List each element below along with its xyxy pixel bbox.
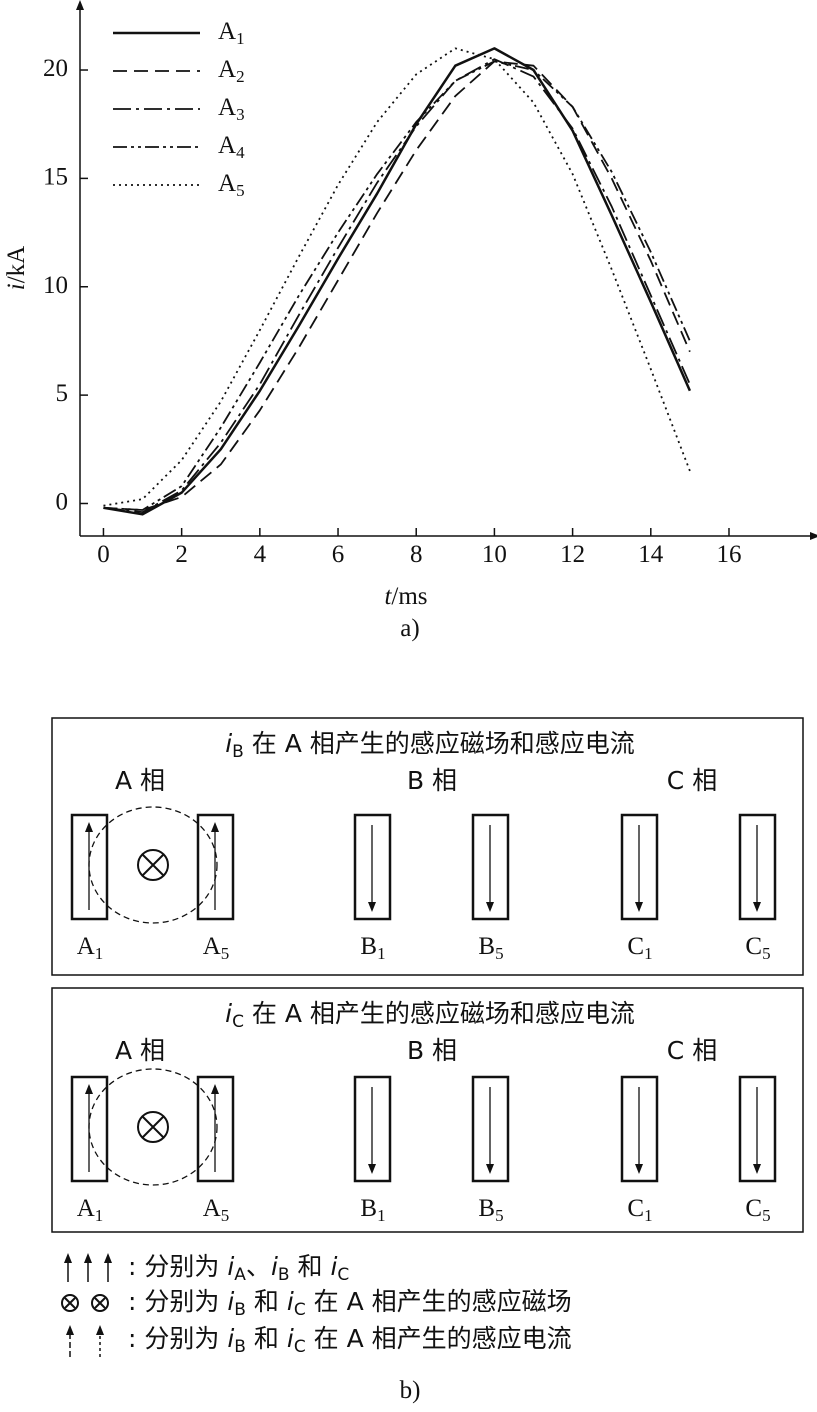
x-tick-label: 0 <box>97 541 110 568</box>
coil-label: A1 <box>77 1195 104 1225</box>
panel <box>51 717 804 976</box>
x-tick-label: 4 <box>254 541 267 568</box>
legend-field-cross <box>94 1297 106 1309</box>
x-tick-label: 2 <box>175 541 188 568</box>
coil <box>620 813 659 921</box>
coil-label: C1 <box>627 933 652 963</box>
phase-label: C 相 <box>667 1036 717 1065</box>
coil <box>738 813 777 921</box>
legend-field <box>91 1294 109 1312</box>
x-tick-label: 10 <box>482 541 507 568</box>
x-tick-label: 16 <box>716 541 741 568</box>
y-tick-label: 10 <box>43 271 68 298</box>
phase-label: A 相 <box>115 1036 165 1065</box>
coil-label: C1 <box>627 1195 652 1225</box>
coil <box>353 1075 392 1183</box>
legend-field <box>61 1294 79 1312</box>
coil <box>70 813 109 921</box>
coil <box>70 1075 109 1183</box>
field-symbol-cross <box>142 854 164 876</box>
coil-label: A1 <box>77 933 104 963</box>
coil-label: B1 <box>360 1195 385 1225</box>
field-loop <box>88 1068 218 1186</box>
chart: 0 2 4 6 8 10 12 14 16 0 5 10 15 20 t/ms i/kA a) A1 A2 A3 A4 A… <box>3 0 817 642</box>
field-loop <box>88 806 218 924</box>
phase-label: B 相 <box>407 766 457 795</box>
panel-title: iC 在 A 相产生的感应磁场和感应电流 <box>225 999 635 1032</box>
y-tick-label: 0 <box>56 488 69 515</box>
legend-label: A4 <box>218 132 245 162</box>
coil <box>353 813 392 921</box>
coil-label: C5 <box>745 1195 770 1225</box>
y-tick-label: 20 <box>43 55 68 82</box>
series-line <box>103 60 691 511</box>
x-tick-label: 6 <box>332 541 345 568</box>
field-symbol <box>137 1111 169 1143</box>
coil <box>471 1075 510 1183</box>
y-tick-label: 15 <box>43 163 68 190</box>
legend-field-cross <box>64 1297 76 1309</box>
coil-label: B1 <box>360 933 385 963</box>
panel <box>51 987 804 1233</box>
legend-text: : 分别为 iB 和 iC 在 A 相产生的感应磁场 <box>128 1287 572 1320</box>
caption: a) <box>400 615 419 642</box>
x-axis-label: t/ms <box>384 583 427 610</box>
coil-label: A5 <box>203 1195 230 1225</box>
phase-label: C 相 <box>667 766 717 795</box>
phase-label: B 相 <box>407 1036 457 1065</box>
x-tick-label: 14 <box>638 541 664 568</box>
coil-label: C5 <box>745 933 770 963</box>
coil <box>196 1075 235 1183</box>
legend-text: : 分别为 iA、iB 和 iC <box>128 1252 349 1285</box>
coil <box>471 813 510 921</box>
coil <box>196 813 235 921</box>
coil-label: B5 <box>478 1195 503 1225</box>
series-line <box>103 47 691 507</box>
field-symbol <box>137 849 169 881</box>
caption: b) <box>400 1377 421 1404</box>
legend-label: A1 <box>218 18 245 48</box>
coil <box>620 1075 659 1183</box>
coil-label: B5 <box>478 933 503 963</box>
series-line <box>103 47 692 516</box>
series-line <box>103 60 691 511</box>
x-tick-label: 12 <box>560 541 585 568</box>
legend-label: A5 <box>218 170 245 200</box>
legend-label: A2 <box>218 56 245 86</box>
phase-label: A 相 <box>115 766 165 795</box>
coil-label: A5 <box>203 933 230 963</box>
diagram: iB 在 A 相产生的感应磁场和感应电流 A 相 B 相 C 相 A1 A5 B1 B5 C1 C… <box>51 717 804 1404</box>
legend-label: A3 <box>218 94 245 124</box>
field-symbol-cross <box>142 1116 164 1138</box>
series-line <box>103 58 691 514</box>
y-axis-label: i/kA <box>3 246 30 290</box>
panel-title: iB 在 A 相产生的感应磁场和感应电流 <box>225 729 635 762</box>
x-tick-label: 8 <box>410 541 423 568</box>
y-tick-label: 5 <box>56 380 69 407</box>
coil <box>738 1075 777 1183</box>
legend-text: : 分别为 iB 和 iC 在 A 相产生的感应电流 <box>128 1324 572 1357</box>
